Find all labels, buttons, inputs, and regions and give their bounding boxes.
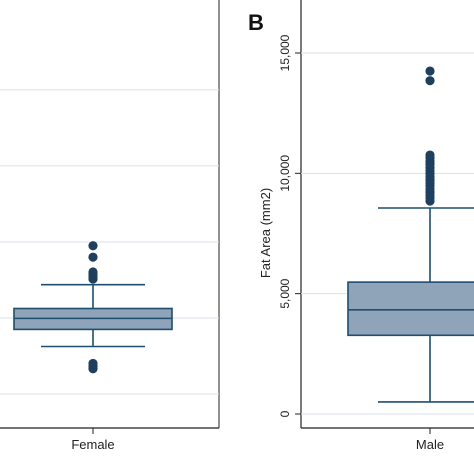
panel-b-category-label: Male (416, 437, 444, 452)
panel-b-y-tick-label: 5,000 (278, 278, 292, 308)
panel-a-category-label: Female (71, 437, 114, 452)
panel-a-outlier-point (88, 267, 98, 277)
panel-b-y-tick-label: 10,000 (278, 155, 292, 192)
panel-a-outlier-point (88, 252, 98, 262)
panel-a-boxplot (13, 241, 173, 374)
panel-b-outlier-point (425, 66, 435, 76)
panel-b-y-axis-label: Fat Area (mm2) (258, 188, 273, 278)
panel-b-iqr-box (347, 281, 474, 337)
panel-b-y-tick-label: 15,000 (278, 34, 292, 71)
panel-b: B Fat Area (mm2) 0 5,000 10,000 15,000 Male (248, 0, 474, 452)
panel-b-outlier-point (425, 150, 435, 160)
panel-b-boxplot (347, 66, 474, 403)
panel-a: Female (0, 0, 220, 452)
panel-b-gridlines (301, 52, 474, 415)
panel-b-y-tick-label: 0 (278, 410, 292, 417)
panel-b-outlier-point (425, 76, 435, 86)
panel-a-outlier-point (88, 358, 98, 369)
panel-b-y-ticks: 0 5,000 10,000 15,000 (278, 34, 301, 417)
panel-a-gridlines (0, 89, 219, 395)
panel-a-outlier-point (88, 241, 98, 251)
panel-b-label: B (248, 10, 264, 35)
